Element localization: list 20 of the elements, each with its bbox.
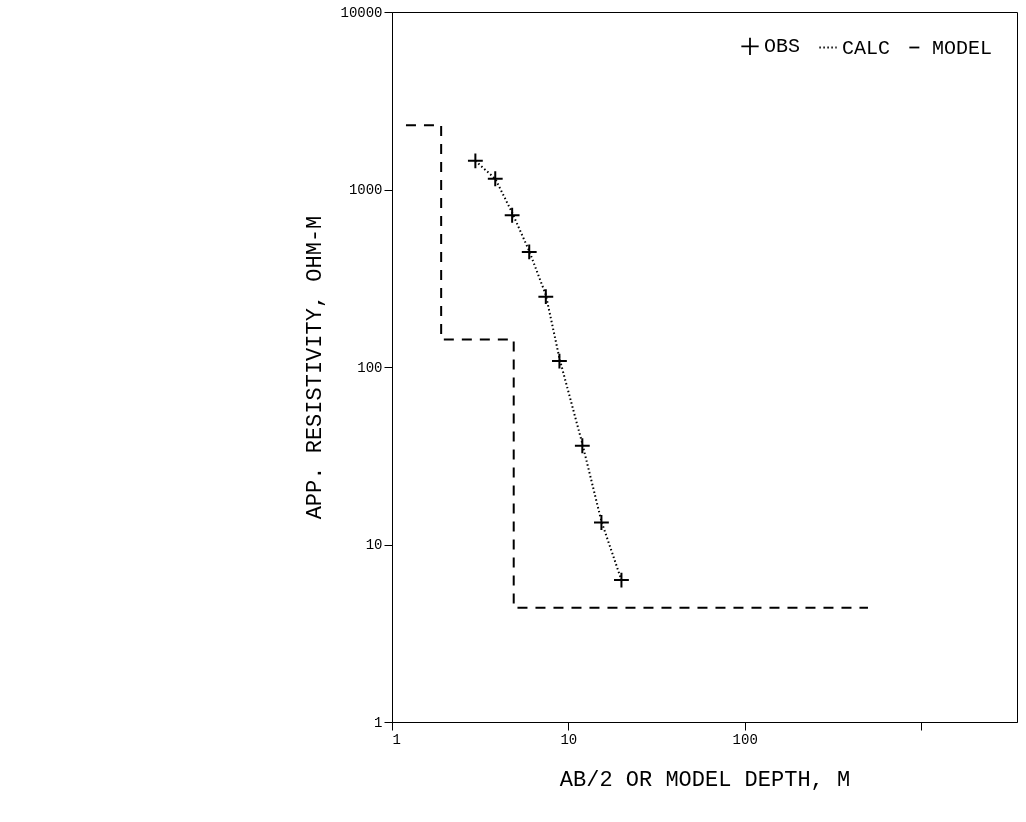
y-tick-label: 1 xyxy=(374,714,383,731)
x-axis-title: AB/2 OR MODEL DEPTH, M xyxy=(559,767,851,793)
point xyxy=(593,514,610,531)
y-tick-label: 10 xyxy=(365,537,383,553)
point xyxy=(520,243,538,261)
legend-label: MODEL xyxy=(932,36,993,60)
legend-label: OBS xyxy=(764,35,801,59)
legend-label: CALC xyxy=(842,36,891,60)
x-tick-label: 100 xyxy=(732,731,758,748)
x-tick-label: 1 xyxy=(392,731,401,748)
y-tick-label: 100 xyxy=(357,359,383,376)
x-tick-label: 10 xyxy=(560,731,578,748)
y-axis-title: APP. RESISTIVITY, OHM-M xyxy=(303,215,329,520)
point xyxy=(503,206,521,224)
point xyxy=(537,288,555,306)
point xyxy=(573,437,591,455)
point xyxy=(466,152,484,170)
y-tick-label: 1000 xyxy=(348,182,383,198)
y-tick-label: 10000 xyxy=(340,4,383,21)
point xyxy=(486,170,504,188)
